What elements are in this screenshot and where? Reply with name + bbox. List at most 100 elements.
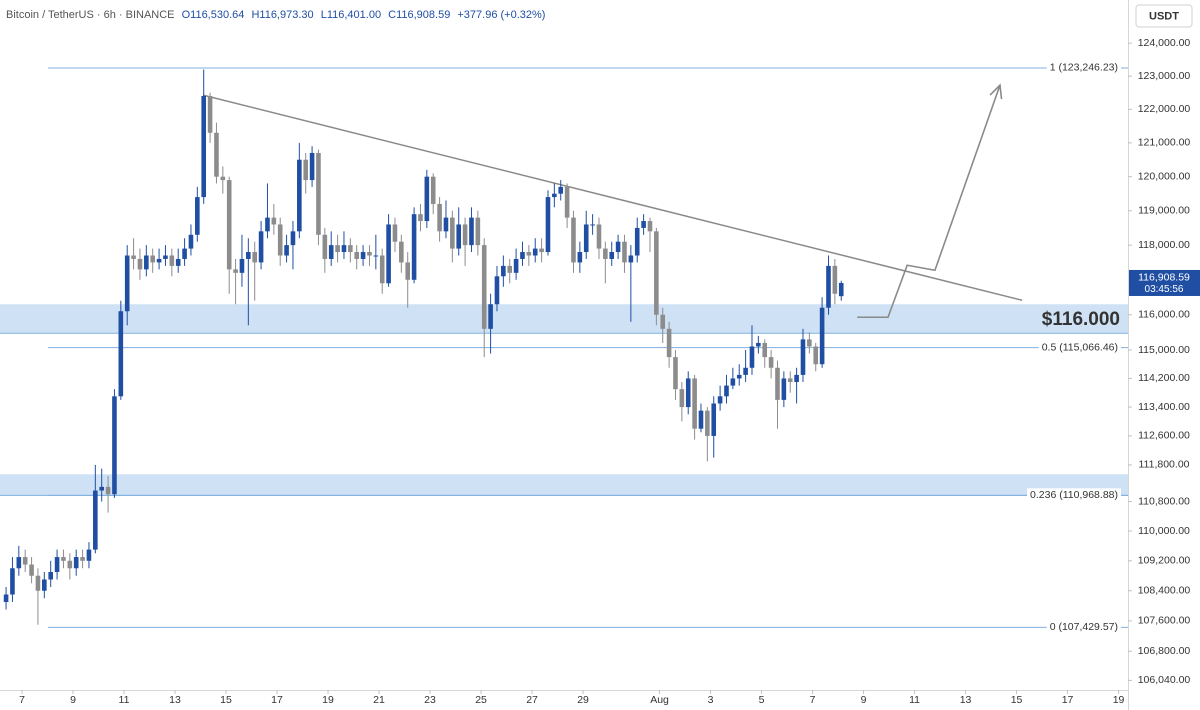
- candle-body: [832, 265, 838, 294]
- x-tick-label: 23: [424, 694, 436, 706]
- candle-body: [501, 265, 506, 277]
- x-tick-label: 11: [119, 694, 130, 706]
- y-tick-label: 123,000.00: [1138, 70, 1191, 82]
- candle-body: [379, 255, 385, 284]
- candle-body: [80, 557, 85, 561]
- candle-body: [615, 241, 621, 253]
- candle-body: [303, 159, 309, 181]
- candle-body: [673, 357, 678, 390]
- x-tick-label: 19: [1113, 694, 1125, 706]
- candle-body: [685, 378, 691, 408]
- y-tick-label: 119,000.00: [1138, 205, 1190, 217]
- candle-body: [705, 410, 710, 436]
- candle-body: [316, 152, 321, 235]
- candle-body: [794, 374, 799, 383]
- candle-body: [647, 221, 653, 232]
- y-tick-label: 106,800.00: [1138, 645, 1191, 657]
- candle-body: [175, 258, 181, 266]
- candle-body: [807, 339, 812, 347]
- candle-body: [756, 342, 761, 347]
- candle-body: [819, 307, 825, 365]
- candle-body: [730, 378, 736, 386]
- last-price-box: [1129, 269, 1200, 296]
- candle-body: [16, 557, 22, 569]
- candle-body: [826, 265, 831, 308]
- y-tick-label: 116,000.00: [1138, 309, 1190, 321]
- candle-body: [207, 96, 213, 133]
- candle-body: [437, 203, 442, 232]
- fib-label-bg: [1046, 60, 1121, 75]
- candle-body: [220, 176, 226, 181]
- x-tick-label: 13: [960, 694, 972, 706]
- candle-body: [163, 255, 168, 259]
- candle-body: [112, 396, 117, 495]
- candle-body: [239, 258, 245, 273]
- candle-body: [354, 252, 360, 259]
- candle-body: [800, 339, 806, 375]
- candle-body: [367, 252, 372, 256]
- fib-label-bg: [1046, 620, 1121, 635]
- candle-body: [418, 214, 423, 222]
- x-tick-label: 7: [19, 694, 25, 706]
- zone-label: $116.000: [1042, 309, 1120, 330]
- candle-body: [131, 255, 136, 259]
- currency-box[interactable]: [1135, 4, 1193, 28]
- y-tick-label: 124,000.00: [1138, 37, 1191, 49]
- x-tick-label: 15: [1011, 694, 1023, 706]
- candle-body: [813, 346, 819, 365]
- candle-body: [494, 276, 500, 305]
- candle-body: [335, 245, 340, 253]
- candle-body: [54, 557, 60, 572]
- candle-body: [571, 217, 576, 263]
- candle-body: [201, 96, 207, 198]
- candle-body: [290, 231, 296, 246]
- candle-body: [322, 234, 328, 259]
- candle-body: [297, 159, 302, 232]
- candle-body: [258, 231, 264, 263]
- y-tick-label: 114,200.00: [1138, 372, 1190, 384]
- trendline: [202, 94, 1023, 302]
- fib-label: 0.236 (110,968.88): [1030, 489, 1118, 501]
- x-tick-label: 3: [708, 694, 714, 706]
- candle-body: [188, 234, 194, 249]
- candle-body: [86, 549, 92, 561]
- candle-body: [481, 245, 487, 329]
- candle-body: [348, 245, 353, 253]
- candle-body: [156, 258, 162, 263]
- y-tick-label: 110,800.00: [1138, 495, 1190, 507]
- candle-body: [711, 403, 717, 436]
- x-tick-label: 13: [169, 694, 181, 706]
- candle-body: [443, 217, 449, 232]
- candle-body: [118, 311, 124, 397]
- candle-body: [520, 252, 525, 259]
- candle-body: [641, 221, 646, 228]
- symbol: Bitcoin / TetherUS · 6h · BINANCE: [6, 9, 175, 21]
- candle-body: [692, 378, 697, 429]
- ohlc-high: H116,973.30: [251, 9, 313, 21]
- candle-body: [182, 248, 187, 259]
- y-tick-label: 118,000.00: [1138, 239, 1190, 251]
- candle-body: [277, 224, 283, 256]
- candle-body: [775, 367, 780, 400]
- candle-body: [679, 389, 685, 408]
- x-tick-label: 19: [322, 694, 334, 706]
- candle-body: [475, 217, 481, 246]
- fib-label: 0.5 (115,066.46): [1042, 341, 1118, 353]
- countdown: 03:45:56: [1145, 284, 1184, 295]
- candle-body: [609, 252, 615, 259]
- candle-body: [309, 152, 315, 181]
- y-tick-label: 107,600.00: [1138, 615, 1191, 627]
- support-zone: [0, 304, 1128, 334]
- candle-body: [564, 186, 570, 218]
- candle-body: [717, 396, 723, 404]
- x-tick-label: 5: [759, 694, 765, 706]
- x-tick-label: 9: [70, 694, 76, 706]
- candle-body: [838, 282, 844, 297]
- y-tick-label: 113,400.00: [1138, 401, 1190, 413]
- x-tick-label: 17: [271, 694, 283, 706]
- x-tick-label: 7: [810, 694, 816, 706]
- candle-body: [749, 346, 755, 368]
- ohlc-close: C116,908.59: [388, 9, 450, 21]
- fib-label-bg: [1027, 488, 1121, 503]
